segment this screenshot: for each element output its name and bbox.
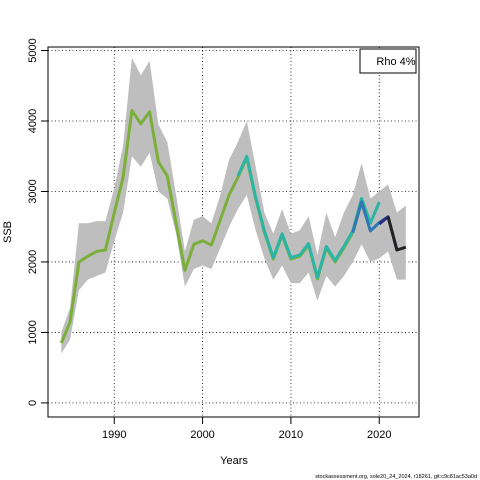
x-axis-title: Years	[220, 455, 248, 467]
confidence-band-layer	[61, 57, 406, 354]
y-axis-title: SSB	[2, 221, 14, 243]
legend-box	[359, 48, 417, 74]
confidence-band	[61, 57, 406, 354]
y-tick-label: 0	[27, 400, 39, 406]
x-tick-label: 1990	[102, 429, 126, 441]
series-line-5	[386, 216, 407, 252]
legend: Rho 4%	[359, 48, 417, 74]
y-tick-label: 2000	[27, 250, 39, 274]
footer-text: stockassessment.org, sole20_24_2024, r18…	[315, 474, 477, 480]
y-tick-label: 3000	[27, 179, 39, 203]
y-tick-label: 1000	[27, 320, 39, 344]
y-axis: 0 1000 2000 3000 4000 5000	[27, 38, 49, 406]
legend-label: Rho 4%	[376, 56, 415, 68]
y-tick-label: 4000	[27, 109, 39, 133]
x-axis: 1990 2000 2010 2020	[102, 416, 391, 441]
x-tick-label: 2000	[190, 429, 214, 441]
y-tick-label: 5000	[27, 38, 39, 62]
series-layer	[59, 108, 407, 344]
x-tick-label: 2010	[279, 429, 303, 441]
x-tick-label: 2020	[367, 429, 391, 441]
